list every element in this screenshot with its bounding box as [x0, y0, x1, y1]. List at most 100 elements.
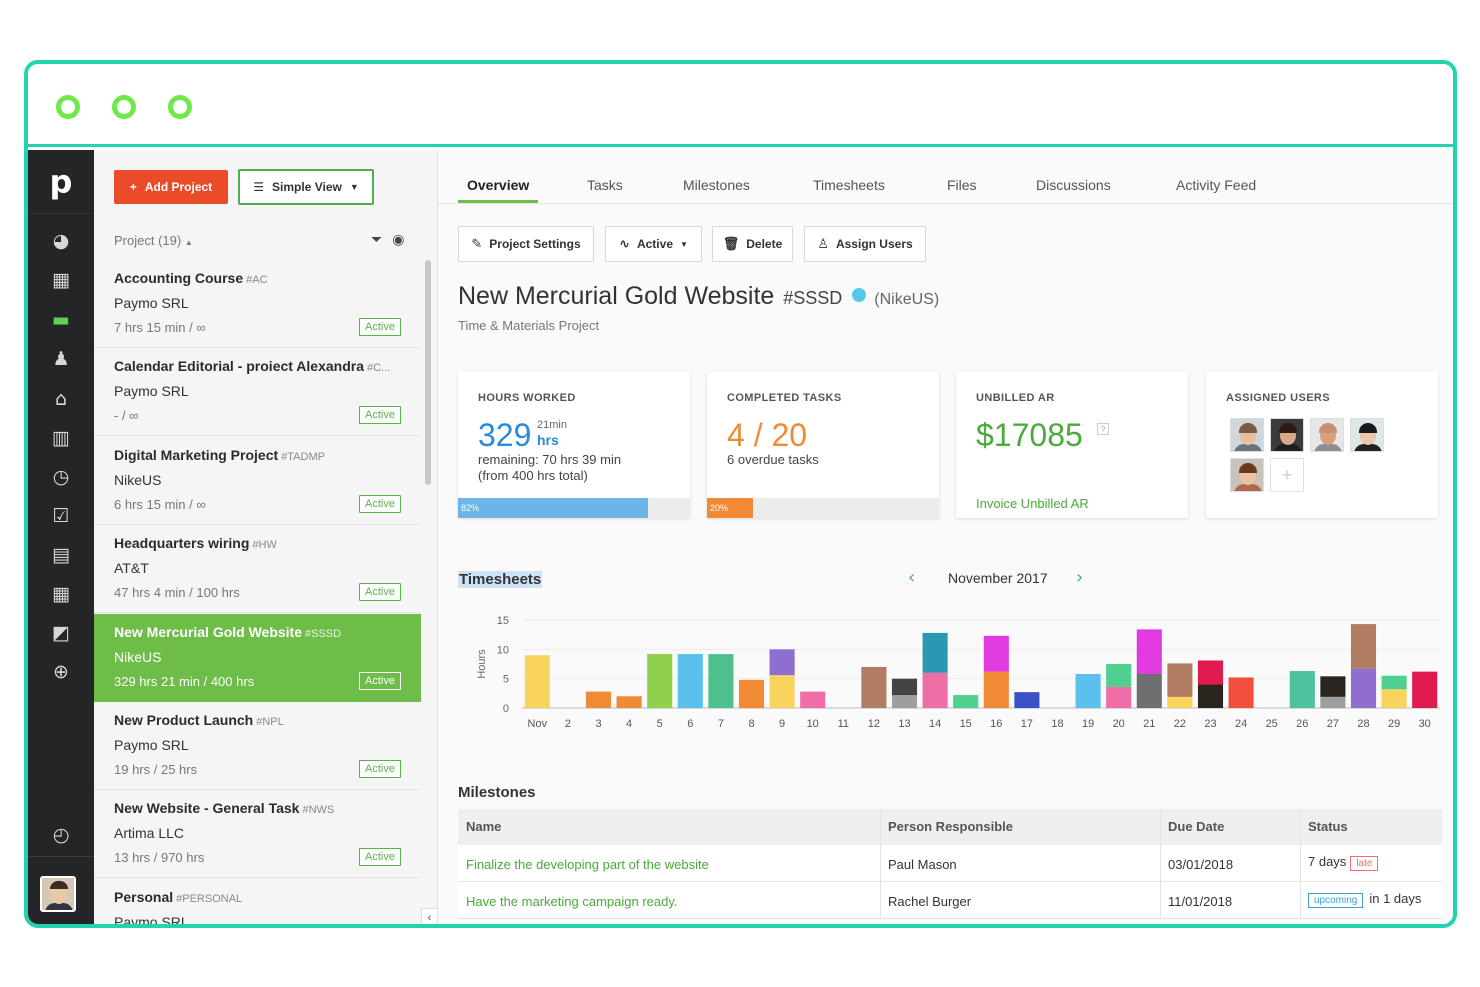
- chart-bar-segment[interactable]: [1167, 696, 1193, 708]
- col-person[interactable]: Person Responsible: [888, 819, 1013, 834]
- list-scrollbar[interactable]: [425, 260, 431, 485]
- table-row[interactable]: Finalize the developing part of the webs…: [458, 845, 1442, 882]
- chart-bar-segment[interactable]: [1350, 624, 1377, 669]
- chart-bar-segment[interactable]: [708, 654, 734, 708]
- chart-bar-segment[interactable]: [677, 654, 703, 708]
- project-count-header[interactable]: Project (19) ▲: [114, 233, 193, 248]
- tab-files[interactable]: Files: [947, 177, 977, 193]
- tab-milestones[interactable]: Milestones: [683, 177, 750, 193]
- delete-button[interactable]: 🗑 Delete: [712, 226, 793, 262]
- project-item[interactable]: New Product Launch #NPL Paymo SRL 19 hrs …: [94, 702, 421, 790]
- chart-bar-segment[interactable]: [1289, 671, 1315, 708]
- project-settings-button[interactable]: ✎ Project Settings: [458, 226, 594, 262]
- chart-bar-segment[interactable]: [1136, 673, 1162, 708]
- add-project-button[interactable]: + Add Project: [114, 170, 228, 204]
- window-maximize-dot[interactable]: [168, 95, 192, 119]
- chart-bar-segment[interactable]: [1197, 684, 1224, 708]
- folder-icon[interactable]: ▬: [52, 309, 70, 331]
- prev-month-icon[interactable]: ‹: [908, 567, 916, 588]
- bar-chart-icon[interactable]: ▥: [52, 427, 70, 449]
- chart-bar-segment[interactable]: [1136, 629, 1162, 674]
- chart-bar-segment[interactable]: [1167, 663, 1193, 697]
- project-item[interactable]: New Website - General Task #NWS Artima LL…: [94, 790, 421, 878]
- user-avatar[interactable]: [1310, 418, 1344, 452]
- project-item[interactable]: Calendar Editorial - proiect Alexandra #C…: [94, 348, 421, 436]
- active-status-dropdown[interactable]: ∿ Active ▼: [605, 226, 702, 262]
- calendar-icon[interactable]: ▦: [52, 583, 70, 605]
- chart-bar-segment[interactable]: [1014, 692, 1040, 708]
- chart-bar-segment[interactable]: [585, 691, 612, 708]
- chart-bar-segment[interactable]: [1320, 676, 1346, 697]
- chart-bar-segment[interactable]: [922, 672, 948, 708]
- eye-icon[interactable]: ◉: [392, 232, 415, 248]
- chart-bar-segment[interactable]: [891, 678, 918, 696]
- buildings-icon[interactable]: ▦: [52, 269, 70, 291]
- simple-view-dropdown[interactable]: ☰ Simple View ▼: [238, 169, 374, 205]
- tab-activity-feed[interactable]: Activity Feed: [1176, 177, 1257, 193]
- export-icon[interactable]: ◩: [52, 622, 70, 644]
- tab-overview[interactable]: Overview: [467, 177, 530, 193]
- chart-bar-segment[interactable]: [953, 695, 979, 708]
- table-row[interactable]: Have the marketing campaign ready. Rache…: [458, 882, 1442, 919]
- user-icon[interactable]: ♟: [52, 348, 70, 370]
- dashboard-icon[interactable]: ◕: [52, 230, 70, 252]
- window-minimize-dot[interactable]: [112, 95, 136, 119]
- user-avatar[interactable]: [1350, 418, 1384, 452]
- user-avatar[interactable]: [1230, 418, 1264, 452]
- project-item[interactable]: Headquarters wiring #HW AT&T 47 hrs 4 min…: [94, 525, 421, 613]
- col-due-date[interactable]: Due Date: [1168, 819, 1225, 834]
- clock-icon[interactable]: ◷: [52, 466, 70, 488]
- invoice-unbilled-link[interactable]: Invoice Unbilled AR: [976, 496, 1089, 511]
- chart-bar-segment[interactable]: [922, 632, 948, 673]
- user-avatar[interactable]: [1270, 418, 1304, 452]
- chart-bar-segment[interactable]: [647, 654, 673, 708]
- add-circle-icon[interactable]: ⊕: [53, 661, 69, 683]
- milestone-name-link[interactable]: Have the marketing campaign ready.: [466, 894, 678, 909]
- chart-bar-segment[interactable]: [983, 635, 1009, 672]
- help-icon[interactable]: ?: [1097, 423, 1109, 435]
- chart-bar-segment[interactable]: [1228, 677, 1254, 708]
- chart-bar-segment[interactable]: [1075, 673, 1101, 708]
- chart-bar-segment[interactable]: [1106, 664, 1132, 687]
- milestone-status: upcoming in 1 days: [1308, 891, 1421, 908]
- current-user-avatar[interactable]: [40, 876, 76, 912]
- chart-bar-segment[interactable]: [1197, 660, 1224, 685]
- collapse-panel-button[interactable]: ‹: [421, 908, 437, 924]
- checkbox-icon[interactable]: ☑: [52, 505, 70, 527]
- chart-bar-segment[interactable]: [1381, 689, 1407, 708]
- chart-bar-segment[interactable]: [891, 695, 918, 708]
- chart-bar-segment[interactable]: [1350, 668, 1377, 708]
- milestone-name-link[interactable]: Finalize the developing part of the webs…: [466, 857, 709, 872]
- assign-users-button[interactable]: ♙ Assign Users: [804, 226, 926, 262]
- chart-bar-segment[interactable]: [769, 675, 795, 708]
- col-name[interactable]: Name: [466, 819, 502, 834]
- bank-icon[interactable]: ⌂: [54, 388, 68, 410]
- next-month-icon[interactable]: ›: [1076, 567, 1084, 588]
- project-item[interactable]: Accounting Course #AC Paymo SRL 7 hrs 15 …: [94, 260, 421, 348]
- chart-bar-segment[interactable]: [1381, 675, 1407, 690]
- chart-bar-segment[interactable]: [1320, 696, 1346, 708]
- timer-icon[interactable]: ◴: [52, 824, 70, 846]
- project-item-selected[interactable]: New Mercurial Gold Website #SSSD NikeUS 3…: [94, 614, 421, 702]
- chart-bar-segment[interactable]: [769, 649, 795, 676]
- user-avatar[interactable]: [1230, 458, 1264, 492]
- chart-bar-segment[interactable]: [738, 679, 765, 708]
- report-icon[interactable]: ▤: [52, 544, 70, 566]
- window-close-dot[interactable]: [56, 95, 80, 119]
- chart-bar-segment[interactable]: [524, 655, 550, 708]
- filter-icon[interactable]: ⏷: [371, 232, 393, 248]
- chart-bar-segment[interactable]: [861, 666, 887, 708]
- chart-bar-segment[interactable]: [983, 671, 1009, 708]
- tab-tasks[interactable]: Tasks: [587, 177, 623, 193]
- chart-bar-segment[interactable]: [616, 696, 642, 708]
- add-user-button[interactable]: +: [1270, 458, 1304, 492]
- project-item[interactable]: Digital Marketing Project #TADMP NikeUS 6…: [94, 437, 421, 525]
- tab-discussions[interactable]: Discussions: [1036, 177, 1111, 193]
- chart-bar-segment[interactable]: [1412, 671, 1438, 708]
- paymo-logo[interactable]: p: [28, 150, 94, 214]
- col-status[interactable]: Status: [1308, 819, 1348, 834]
- tab-timesheets[interactable]: Timesheets: [813, 177, 885, 193]
- chart-bar-segment[interactable]: [1106, 686, 1132, 708]
- chart-bar-segment[interactable]: [800, 691, 826, 708]
- project-item[interactable]: Personal #PERSONAL Paymo SRL: [94, 879, 421, 924]
